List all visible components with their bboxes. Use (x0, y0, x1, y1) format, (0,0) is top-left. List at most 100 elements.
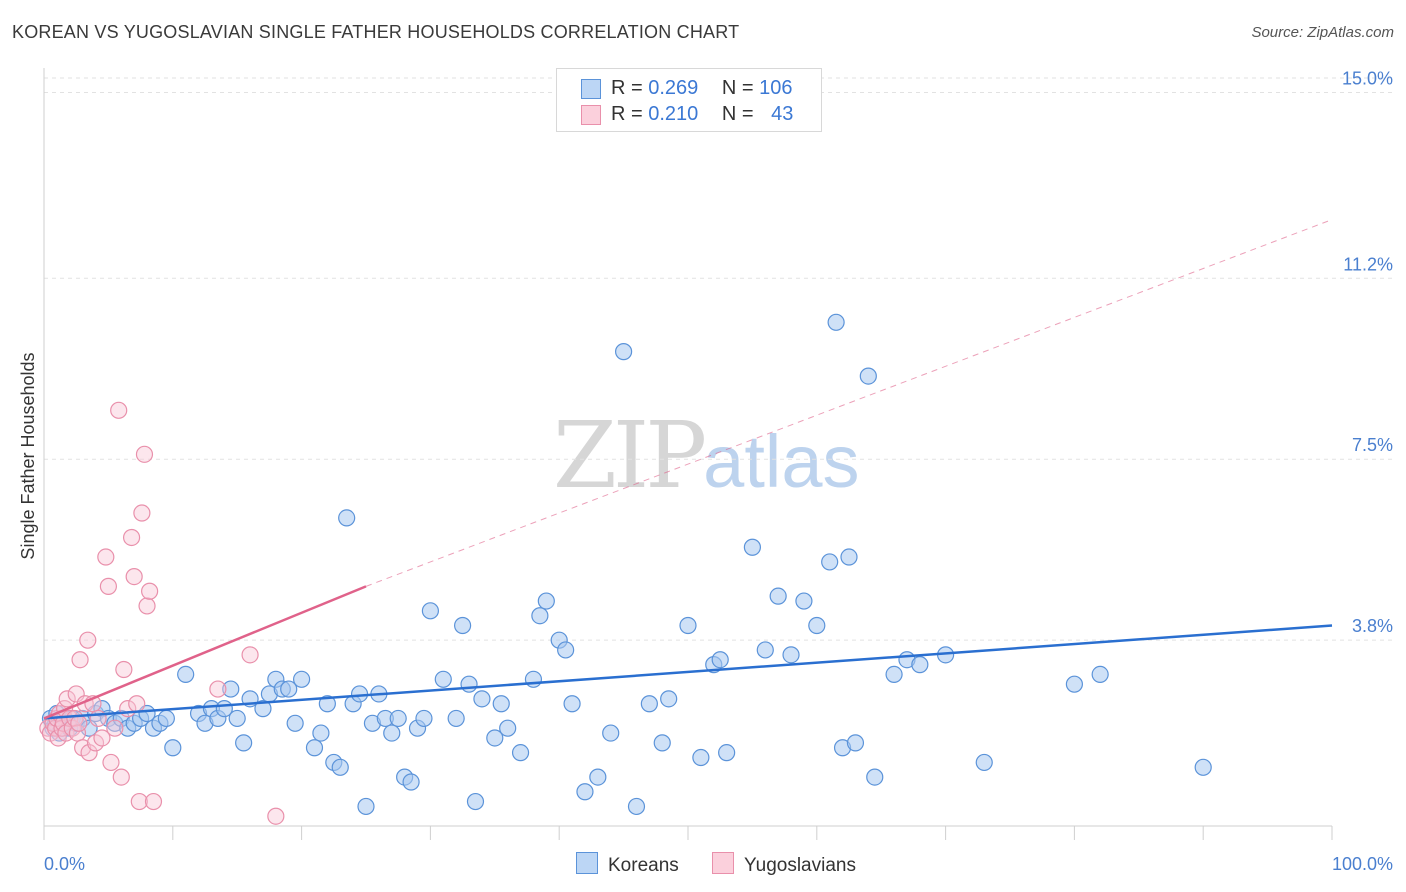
korean-point (524, 670, 543, 688)
korean-point (743, 538, 762, 556)
x-tick-label: 0.0% (44, 854, 85, 874)
legend-r-value: 0.210 (648, 103, 699, 125)
korean-point (164, 739, 182, 757)
yugoslavian-point (138, 597, 156, 615)
korean-point (434, 670, 452, 688)
korean-point (640, 695, 658, 713)
legend-swatch-koreans (581, 79, 601, 99)
yugoslavian-point (58, 690, 76, 708)
korean-point (1091, 665, 1109, 684)
bottom-legend-yugoslavians: Yugoslavians (712, 852, 856, 877)
yugoslavian-trend-extension (365, 219, 1333, 587)
korean-point (537, 592, 555, 610)
trend-lines (43, 219, 1333, 720)
korean-point (614, 343, 633, 361)
x-tick-label: 100.0% (1332, 854, 1393, 874)
yugoslavian-trend-line (43, 585, 367, 720)
korean-point (866, 768, 884, 786)
korean-point (1194, 758, 1212, 776)
yugoslavian-point (144, 792, 163, 811)
legend-r-value: 0.269 (648, 77, 699, 99)
yugoslavian-point (209, 680, 227, 698)
korean-point (827, 313, 845, 331)
yugoslavian-point (267, 807, 285, 825)
korean-point (177, 665, 195, 684)
x-ticks (43, 826, 1333, 840)
korean-point (660, 690, 678, 708)
yugoslavian-point (93, 729, 111, 747)
korean-point (338, 509, 356, 527)
koreans-swatch (576, 852, 598, 874)
korean-point (885, 665, 903, 684)
yugoslavian-point (135, 445, 154, 463)
bottom-legend-koreans: Koreans (576, 852, 679, 877)
watermark-atlas: atlas (703, 420, 860, 503)
korean-point (795, 592, 813, 610)
legend-n-label: N = (721, 77, 760, 99)
korean-point (821, 553, 839, 571)
korean-point (511, 744, 530, 762)
yugoslavian-point (110, 401, 128, 419)
korean-point (421, 602, 439, 620)
legend-row-yugoslavians: R = 0.210 N = 43 (581, 103, 793, 126)
korean-point (318, 695, 336, 713)
korean-point (782, 646, 800, 664)
korean-point (235, 734, 253, 752)
yugoslavian-point (141, 582, 159, 600)
y-tick-label: 3.8% (1352, 616, 1393, 636)
legend-n-label: N = (721, 103, 760, 125)
korean-point (1065, 675, 1084, 693)
korean-point (975, 753, 993, 772)
yugoslavian-point (130, 792, 148, 811)
yugoslavian-point (79, 631, 97, 649)
korean-point (602, 724, 620, 742)
y-tick-label: 7.5% (1352, 435, 1393, 455)
korean-point (486, 729, 504, 747)
legend-swatch-yugoslavians (581, 105, 601, 125)
y-axis-label: Single Father Households (18, 352, 38, 559)
watermark: ZIPatlas (553, 402, 859, 509)
legend-n-value: 43 (771, 103, 794, 125)
korean-point (499, 719, 517, 737)
korean-point (756, 641, 774, 659)
yugoslavian-point (115, 660, 133, 679)
watermark-zip: ZIP (553, 402, 707, 509)
yugoslavian-point (102, 753, 120, 772)
korean-point (563, 695, 581, 713)
yugoslavian-point (122, 528, 141, 547)
korean-point (157, 709, 175, 728)
korean-point (557, 641, 575, 659)
korean-point (305, 739, 324, 757)
korean-point (840, 548, 858, 566)
korean-point (415, 709, 433, 728)
korean-point (589, 768, 607, 786)
yugoslavians-swatch (712, 852, 734, 874)
korean-point (492, 695, 510, 713)
y-tick-labels: 3.8% 7.5% 11.2% 15.0% (1342, 68, 1393, 636)
korean-point (293, 670, 311, 688)
korean-point (286, 714, 304, 732)
korean-point (769, 587, 787, 605)
korean-point (312, 724, 330, 742)
legend-n-value: 106 (759, 77, 793, 99)
korean-trend-line (43, 624, 1333, 720)
yugoslavian-point (125, 567, 143, 586)
korean-points (41, 313, 1212, 816)
korean-point (460, 675, 478, 693)
yugoslavian-point (80, 744, 98, 762)
korean-point (808, 616, 826, 635)
y-tick-label: 15.0% (1342, 68, 1393, 88)
korean-point (576, 783, 594, 801)
korean-point (454, 616, 472, 635)
korean-point (254, 700, 272, 718)
chart-title: KOREAN VS YUGOSLAVIAN SINGLE FATHER HOUS… (12, 22, 740, 42)
legend-row-koreans: R = 0.269 N = 106 (581, 77, 793, 100)
korean-point (389, 709, 407, 728)
korean-point (859, 367, 877, 385)
yugoslavian-point (97, 548, 115, 566)
korean-point (653, 734, 671, 752)
yugoslavian-points (39, 401, 285, 825)
korean-point (222, 680, 240, 698)
korean-point (331, 758, 349, 776)
